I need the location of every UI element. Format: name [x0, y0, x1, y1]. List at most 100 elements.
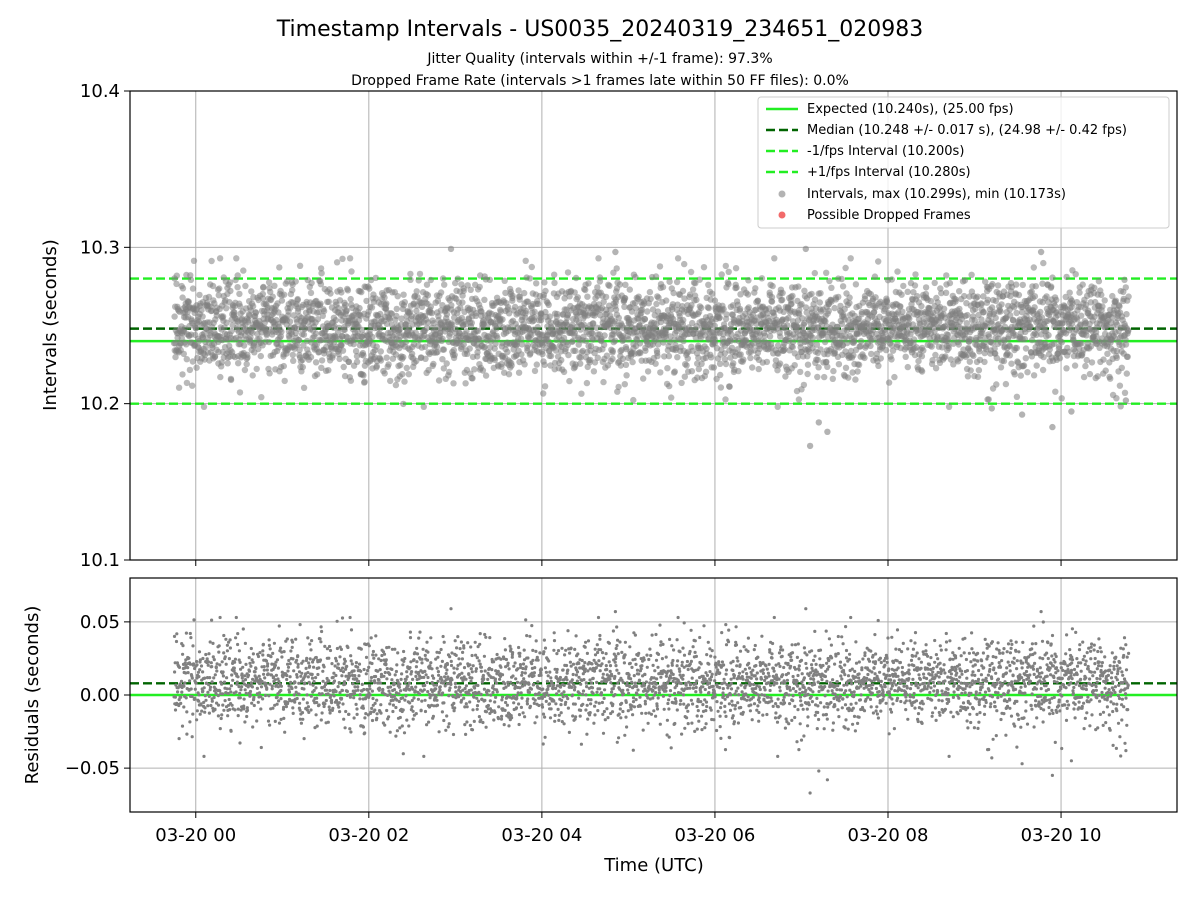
- residual-point: [206, 663, 210, 667]
- residual-point: [398, 715, 402, 720]
- residual-point: [368, 684, 372, 688]
- interval-point: [435, 377, 443, 384]
- residual-point: [217, 644, 221, 648]
- interval-point: [330, 338, 338, 346]
- interval-point-extreme: [824, 428, 831, 435]
- interval-point: [674, 255, 682, 262]
- residual-point: [220, 713, 224, 717]
- interval-point: [540, 390, 547, 397]
- residual-point: [391, 709, 395, 714]
- interval-point: [606, 282, 613, 289]
- interval-point: [626, 286, 633, 293]
- residual-point: [358, 693, 362, 697]
- residual-point: [291, 706, 295, 710]
- residual-point: [393, 647, 397, 651]
- interval-point: [189, 358, 196, 365]
- interval-point: [851, 338, 858, 345]
- interval-point: [689, 286, 697, 293]
- residual-point: [261, 642, 265, 647]
- residual-point: [429, 661, 433, 665]
- interval-point: [372, 274, 379, 282]
- interval-point: [189, 382, 196, 389]
- interval-point: [373, 343, 380, 350]
- residual-point: [314, 676, 318, 680]
- residual-point: [336, 662, 340, 666]
- y-tick-label: 10.1: [80, 550, 120, 571]
- residual-point: [415, 660, 419, 664]
- interval-point: [829, 375, 836, 382]
- interval-point: [824, 363, 831, 370]
- interval-point: [551, 279, 558, 287]
- interval-point: [1099, 303, 1106, 310]
- interval-point: [398, 315, 405, 322]
- interval-point: [534, 323, 541, 331]
- residual-point: [401, 663, 405, 667]
- residual-point: [334, 673, 338, 678]
- interval-point: [700, 264, 708, 271]
- interval-point: [216, 285, 223, 292]
- interval-point-extreme: [806, 442, 814, 450]
- residual-point: [285, 673, 289, 678]
- interval-point: [457, 304, 464, 312]
- residual-point: [242, 704, 246, 708]
- interval-point: [344, 287, 352, 294]
- interval-point: [1104, 350, 1111, 357]
- residual-point: [213, 707, 217, 711]
- residual-point: [251, 660, 255, 664]
- interval-point: [1102, 367, 1109, 374]
- interval-point: [763, 358, 771, 366]
- interval-point: [717, 384, 725, 391]
- interval-point: [240, 342, 248, 349]
- interval-point: [440, 365, 447, 372]
- residual-point: [224, 637, 228, 641]
- residual-point: [340, 674, 344, 678]
- residual-point: [307, 710, 311, 715]
- interval-point: [386, 315, 393, 323]
- interval-point: [964, 311, 971, 319]
- interval-point: [623, 372, 630, 379]
- interval-point: [744, 291, 752, 298]
- interval-point: [804, 361, 812, 368]
- interval-point: [584, 293, 591, 300]
- residual-point: [293, 700, 297, 704]
- interval-point: [868, 350, 875, 358]
- interval-point: [244, 354, 251, 361]
- residual-point: [394, 734, 398, 738]
- residual-point: [211, 641, 215, 646]
- interval-point: [353, 358, 361, 365]
- residual-point: [327, 644, 332, 649]
- interval-point: [427, 303, 434, 310]
- interval-point: [545, 301, 552, 308]
- interval-point: [644, 368, 652, 375]
- interval-point: [312, 359, 320, 366]
- interval-point: [684, 355, 691, 362]
- interval-point: [1008, 360, 1015, 367]
- residual-point: [388, 730, 392, 734]
- residual-point: [337, 681, 341, 685]
- interval-point: [1123, 370, 1131, 377]
- interval-point: [533, 361, 540, 368]
- interval-point: [966, 358, 973, 365]
- interval-point: [831, 304, 838, 312]
- interval-point: [1024, 369, 1031, 376]
- residual-point: [298, 708, 302, 712]
- residual-point: [191, 644, 195, 648]
- interval-point: [891, 373, 898, 381]
- interval-point: [1113, 354, 1121, 361]
- residual-point: [302, 687, 306, 691]
- residual-point: [246, 683, 250, 687]
- residual-point: [401, 708, 405, 712]
- residual-point: [291, 640, 295, 644]
- interval-point: [970, 352, 977, 359]
- interval-point: [439, 356, 446, 363]
- residual-point: [355, 712, 359, 717]
- residual-point: [352, 716, 356, 720]
- interval-point: [275, 309, 282, 316]
- interval-point: [1013, 344, 1021, 352]
- residual-point: [191, 662, 196, 666]
- interval-point: [823, 269, 830, 276]
- residual-point: [208, 676, 212, 680]
- residual-point: [354, 661, 358, 665]
- residual-point: [288, 662, 292, 666]
- residual-point: [290, 686, 294, 691]
